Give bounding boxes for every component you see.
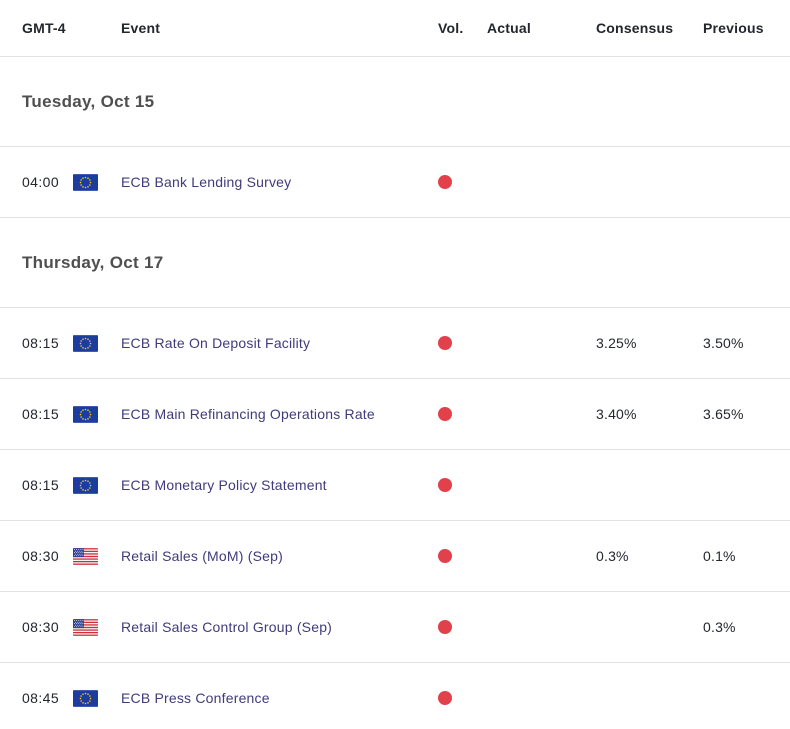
event-cell: ECB Rate On Deposit Facility <box>121 335 438 351</box>
previous-value: 0.1% <box>703 548 736 564</box>
event-time: 08:15 <box>22 406 60 422</box>
date-row: Tuesday, Oct 15 <box>0 57 790 147</box>
previous-value: 3.50% <box>703 335 744 351</box>
header-cell-consensus: Consensus <box>596 20 674 36</box>
eu-flag-icon <box>73 689 98 707</box>
header-cell-event: Event <box>121 20 161 36</box>
flag-cell <box>73 476 121 494</box>
event-row: 08:15 ECB Rate On Deposit Facility <box>0 308 790 379</box>
event-cell: Retail Sales Control Group (Sep) <box>121 619 438 635</box>
vol-cell <box>438 620 487 634</box>
date-row: Thursday, Oct 17 <box>0 218 790 308</box>
event-link[interactable]: ECB Press Conference <box>121 690 270 706</box>
flag-cell <box>73 618 121 636</box>
event-time: 08:30 <box>22 548 60 564</box>
vol-cell <box>438 691 487 705</box>
vol-cell <box>438 175 487 189</box>
event-link[interactable]: ECB Bank Lending Survey <box>121 174 292 190</box>
eu-flag-icon <box>73 334 98 352</box>
high-volatility-dot <box>438 478 452 492</box>
high-volatility-dot <box>438 407 452 421</box>
consensus-value: 3.25% <box>596 335 637 351</box>
event-link[interactable]: ECB Rate On Deposit Facility <box>121 335 311 351</box>
high-volatility-dot <box>438 549 452 563</box>
table-header: GMT-4 Event Vol. Actual Consensus Previo… <box>0 0 790 57</box>
high-volatility-dot <box>438 336 452 350</box>
event-cell: ECB Bank Lending Survey <box>121 174 438 190</box>
event-link[interactable]: ECB Main Refinancing Operations Rate <box>121 406 375 422</box>
consensus-value: 0.3% <box>596 548 629 564</box>
table-body: Tuesday, Oct 15 04:00 ECB Bank Lending S… <box>0 57 790 729</box>
event-row: 08:45 ECB Press Conference <box>0 663 790 729</box>
flag-cell <box>73 173 121 191</box>
event-row: 04:00 ECB Bank Lending Survey <box>0 147 790 218</box>
high-volatility-dot <box>438 620 452 634</box>
event-link[interactable]: ECB Monetary Policy Statement <box>121 477 327 493</box>
previous-value: 0.3% <box>703 619 736 635</box>
event-cell: ECB Monetary Policy Statement <box>121 477 438 493</box>
consensus-value: 3.40% <box>596 406 637 422</box>
event-row: 08:30 <box>0 521 790 592</box>
previous-value: 3.65% <box>703 406 744 422</box>
header-cell-previous: Previous <box>703 20 764 36</box>
event-row: 08:30 <box>0 592 790 663</box>
high-volatility-dot <box>438 175 452 189</box>
date-label: Thursday, Oct 17 <box>22 252 164 272</box>
event-time: 08:15 <box>22 477 60 493</box>
eu-flag-icon <box>73 476 98 494</box>
event-time: 04:00 <box>22 174 60 190</box>
event-time: 08:45 <box>22 690 60 706</box>
event-link[interactable]: Retail Sales Control Group (Sep) <box>121 619 333 635</box>
header-cell-time: GMT-4 <box>22 20 66 36</box>
flag-cell <box>73 405 121 423</box>
date-label: Tuesday, Oct 15 <box>22 91 155 111</box>
event-time: 08:30 <box>22 619 60 635</box>
vol-cell <box>438 549 487 563</box>
us-flag-icon <box>73 547 98 565</box>
event-cell: Retail Sales (MoM) (Sep) <box>121 548 438 564</box>
event-row: 08:15 ECB Main Refinancing Operations Ra… <box>0 379 790 450</box>
event-cell: ECB Press Conference <box>121 690 438 706</box>
eu-flag-icon <box>73 405 98 423</box>
flag-cell <box>73 547 121 565</box>
vol-cell <box>438 336 487 350</box>
header-cell-vol: Vol. <box>438 20 464 36</box>
vol-cell <box>438 407 487 421</box>
us-flag-icon <box>73 618 98 636</box>
eu-flag-icon <box>73 173 98 191</box>
header-cell-actual: Actual <box>487 20 531 36</box>
flag-cell <box>73 689 121 707</box>
event-link[interactable]: Retail Sales (MoM) (Sep) <box>121 548 283 564</box>
event-time: 08:15 <box>22 335 60 351</box>
vol-cell <box>438 478 487 492</box>
event-cell: ECB Main Refinancing Operations Rate <box>121 406 438 422</box>
high-volatility-dot <box>438 691 452 705</box>
flag-cell <box>73 334 121 352</box>
event-row: 08:15 ECB Monetary Policy Statement <box>0 450 790 521</box>
